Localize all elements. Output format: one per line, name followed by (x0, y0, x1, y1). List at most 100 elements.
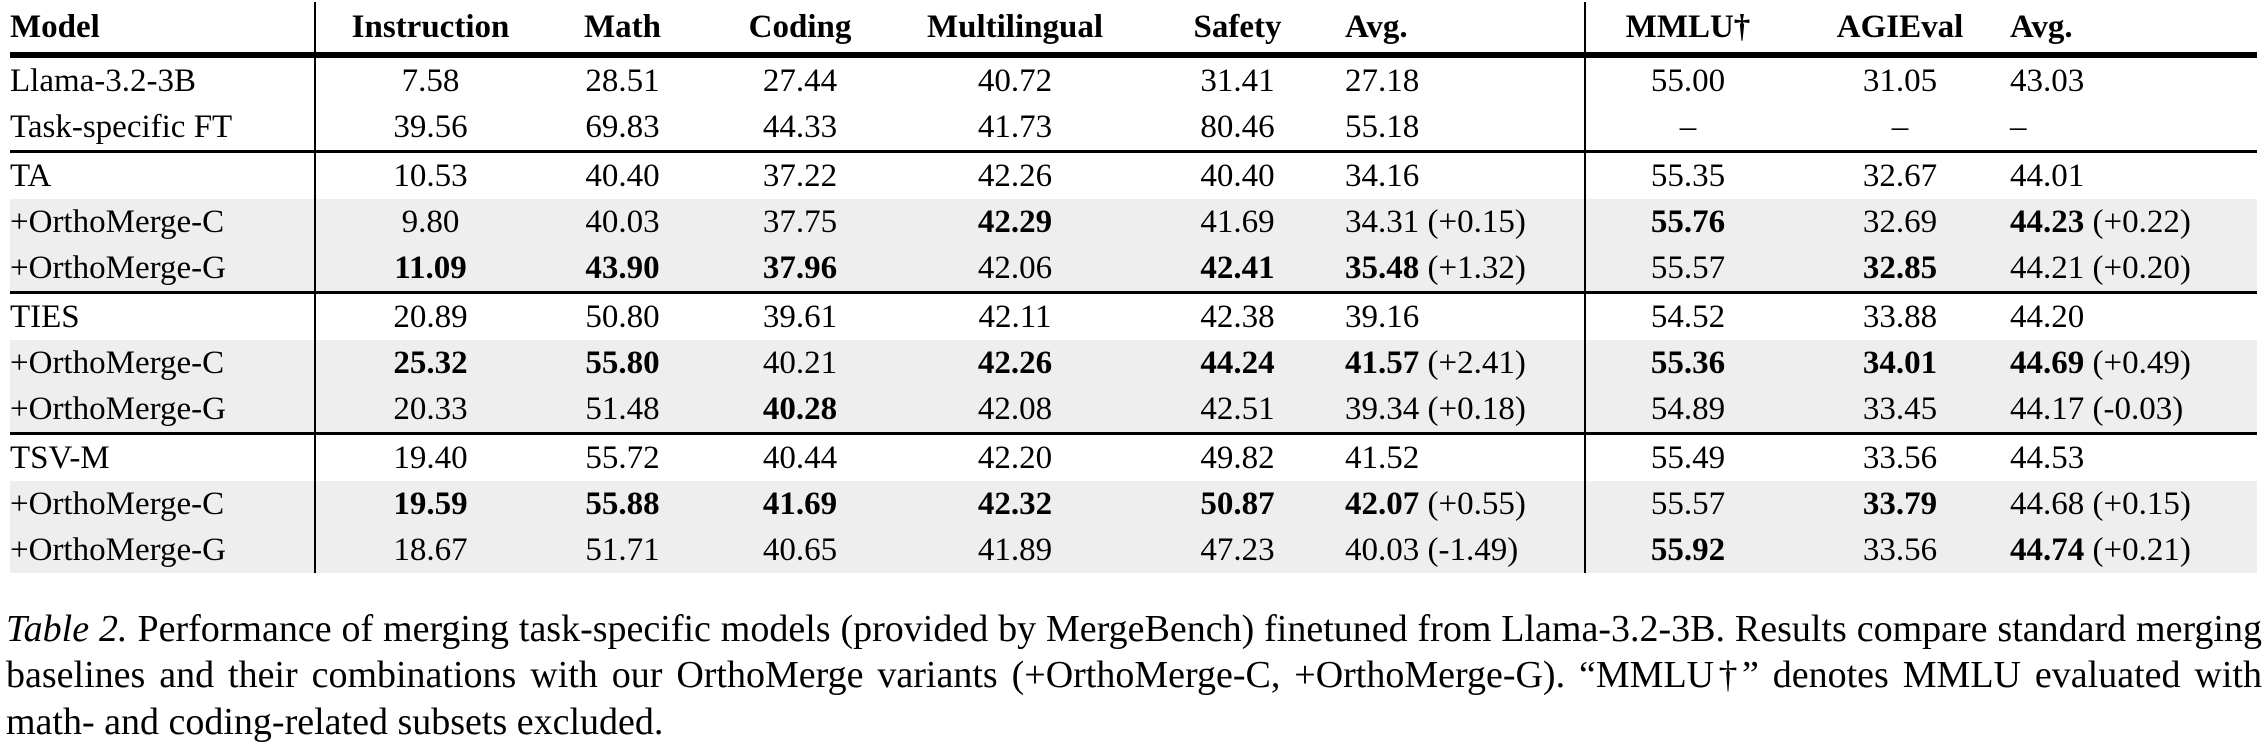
metric-value: 44.53 (2010, 439, 2085, 476)
value-cell: 44.17 (-0.03) (2010, 386, 2257, 434)
model-cell: Task-specific FT (10, 104, 316, 152)
metric-value: 41.69 (1200, 203, 1275, 240)
value-cell: 39.34 (+0.18) (1345, 386, 1586, 434)
value-cell: 55.00 (1585, 55, 1790, 104)
metric-value: 19.40 (393, 439, 468, 476)
table-row: +OrthoMerge-G 18.67 51.71 40.65 41.89 47.23 40… (10, 527, 2257, 573)
column-header-multilingual-4: Multilingual (900, 2, 1130, 58)
metric-value: 34.16 (1345, 157, 1420, 194)
value-cell: 27.18 (1345, 55, 1586, 104)
metric-value: 40.28 (762, 390, 838, 427)
value-cell: 20.89 (315, 291, 545, 340)
model-cell: +OrthoMerge-C (10, 340, 316, 386)
metric-value: 42.32 (977, 485, 1053, 522)
metric-value: 43.90 (585, 249, 660, 286)
value-cell: 55.72 (545, 432, 700, 481)
metric-value: 11.09 (394, 249, 467, 286)
metric-value: 41.69 (762, 485, 838, 522)
metric-value: 51.71 (585, 531, 660, 568)
metric-value: 50.80 (585, 298, 660, 335)
metric-value: 42.06 (977, 249, 1053, 286)
value-cell: 34.16 (1345, 150, 1586, 199)
table-row: Llama-3.2-3B 7.58 28.51 27.44 40.72 31.41 27.1… (10, 55, 2257, 104)
table-row: +OrthoMerge-G 11.09 43.90 37.96 42.06 42.41 35… (10, 245, 2257, 293)
value-cell: 33.79 (1790, 481, 2010, 527)
value-cell: 69.83 (545, 104, 700, 152)
metric-value: 7.58 (401, 62, 460, 99)
value-cell: 28.51 (545, 55, 700, 104)
value-cell: 34.31 (+0.15) (1345, 199, 1586, 245)
metric-value: 55.36 (1650, 344, 1726, 381)
model-cell: TA (10, 150, 316, 199)
metric-value: 10.53 (393, 157, 468, 194)
value-cell: 54.52 (1585, 291, 1790, 340)
model-cell: Llama-3.2-3B (10, 55, 316, 104)
table-header: Model Instruction Math Coding Multilingual Sa… (10, 2, 2257, 58)
metric-value: 32.85 (1862, 249, 1938, 286)
table-row: +OrthoMerge-C 19.59 55.88 41.69 42.32 50.87 42… (10, 481, 2257, 527)
metric-value: 44.01 (2010, 157, 2085, 194)
column-header-mmlu-7: MMLU† (1585, 2, 1790, 58)
metric-value: 19.59 (393, 485, 468, 522)
value-cell: 44.68 (+0.15) (2010, 481, 2257, 527)
metric-value: 32.69 (1862, 203, 1938, 240)
delta-value: (+0.18) (1419, 390, 1526, 427)
metric-value: 31.05 (1862, 62, 1938, 99)
value-cell: 33.88 (1790, 291, 2010, 340)
value-cell: 32.69 (1790, 199, 2010, 245)
table-row: TIES 20.89 50.80 39.61 42.11 42.38 39.16 54.52 3… (10, 291, 2257, 340)
metric-value: 44.69 (2010, 344, 2085, 381)
value-cell: 20.33 (315, 386, 545, 434)
metric-value: 47.23 (1200, 531, 1275, 568)
metric-value: 43.03 (2010, 62, 2085, 99)
metric-value: 39.56 (393, 108, 468, 145)
column-header-instruction-1: Instruction (315, 2, 545, 58)
value-cell: 55.57 (1585, 481, 1790, 527)
value-cell: 55.35 (1585, 150, 1790, 199)
value-cell: 42.29 (900, 199, 1130, 245)
value-cell: 44.20 (2010, 291, 2257, 340)
value-cell: 41.52 (1345, 432, 1586, 481)
metric-value: 28.51 (585, 62, 660, 99)
value-cell: 37.96 (700, 245, 900, 293)
value-cell: 44.23 (+0.22) (2010, 199, 2257, 245)
metric-value: 33.56 (1862, 439, 1938, 476)
value-cell: 50.87 (1130, 481, 1345, 527)
value-cell: 39.16 (1345, 291, 1586, 340)
metric-value: 40.72 (977, 62, 1053, 99)
table-body: Llama-3.2-3B 7.58 28.51 27.44 40.72 31.41 27.1… (10, 55, 2257, 573)
metric-value: 40.03 (1345, 531, 1420, 568)
metric-value: 55.49 (1650, 439, 1726, 476)
metric-value: 55.57 (1650, 485, 1726, 522)
delta-value: (-1.49) (1419, 531, 1519, 568)
value-cell: 7.58 (315, 55, 545, 104)
metric-value: 35.48 (1345, 249, 1420, 286)
metric-value: 34.31 (1345, 203, 1420, 240)
metric-value: 44.68 (2010, 485, 2085, 522)
model-cell: +OrthoMerge-G (10, 527, 316, 573)
value-cell: 32.85 (1790, 245, 2010, 293)
value-cell: – (1585, 104, 1790, 152)
delta-value: (+1.32) (1419, 249, 1526, 286)
value-cell: 39.61 (700, 291, 900, 340)
value-cell: 42.41 (1130, 245, 1345, 293)
table-row: +OrthoMerge-C 25.32 55.80 40.21 42.26 44.24 41… (10, 340, 2257, 386)
value-cell: 42.07 (+0.55) (1345, 481, 1586, 527)
metric-value: 44.74 (2010, 531, 2085, 568)
metric-value: 51.48 (585, 390, 660, 427)
delta-value: (+0.15) (2084, 485, 2191, 522)
table-row: TSV-M 19.40 55.72 40.44 42.20 49.82 41.52 55.49… (10, 432, 2257, 481)
value-cell: 42.08 (900, 386, 1130, 434)
delta-value: (-0.03) (2084, 390, 2184, 427)
value-cell: 40.72 (900, 55, 1130, 104)
caption-text: Performance of merging task-specific mod… (6, 608, 2262, 743)
column-header-avg-9: Avg. (2010, 2, 2257, 58)
value-cell: 37.75 (700, 199, 900, 245)
metric-value: 37.96 (762, 249, 838, 286)
paper-page: Model Instruction Math Coding Multilingual Sa… (6, 2, 2262, 743)
value-cell: 44.21 (+0.20) (2010, 245, 2257, 293)
column-header-coding-3: Coding (700, 2, 900, 58)
value-cell: 40.40 (545, 150, 700, 199)
value-cell: 44.53 (2010, 432, 2257, 481)
value-cell: 19.40 (315, 432, 545, 481)
